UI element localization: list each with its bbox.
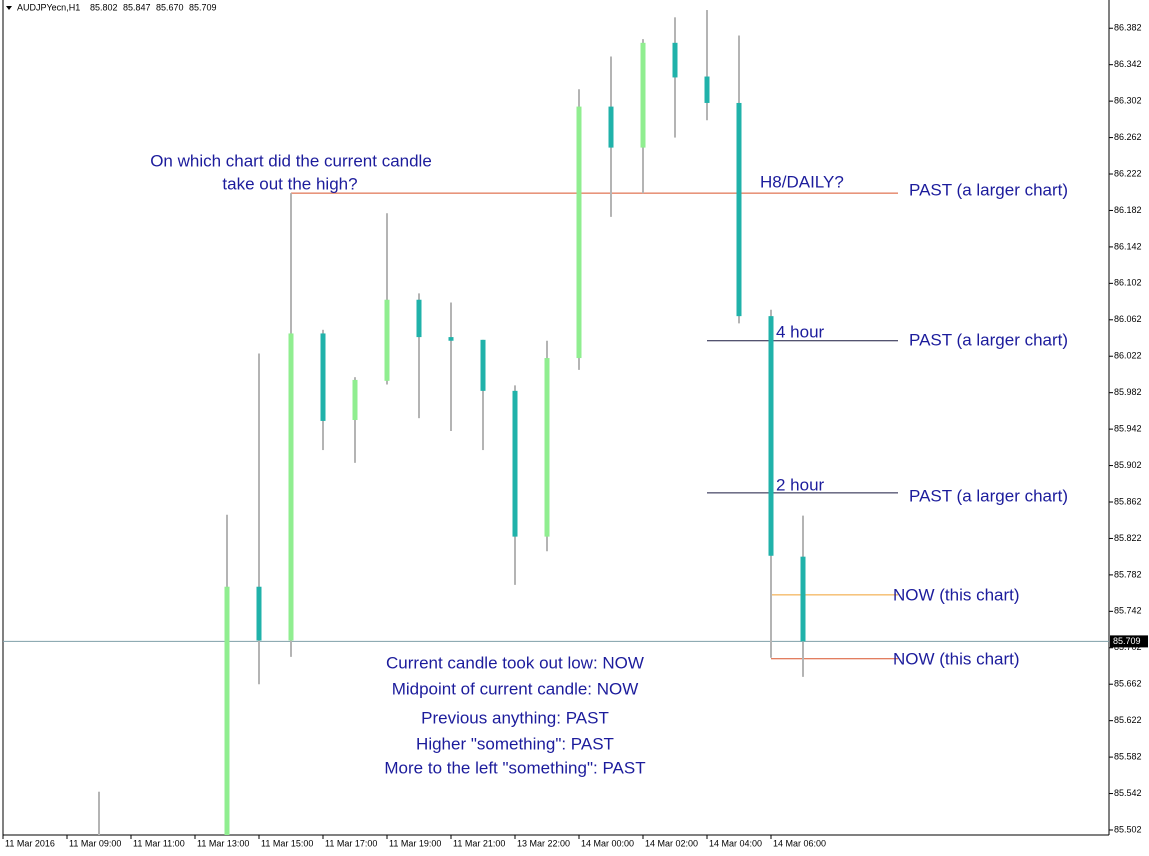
candle-body	[768, 316, 774, 556]
y-tick-label: 85.902	[1114, 460, 1142, 470]
y-tick-label: 85.502	[1114, 824, 1142, 834]
x-tick-label: 11 Mar 09:00	[69, 838, 121, 848]
y-tick-label: 85.742	[1114, 606, 1142, 616]
symbol: AUDJPYecn,H1	[17, 2, 80, 12]
y-tick-label: 86.182	[1114, 205, 1142, 215]
y-tick-label: 86.382	[1114, 23, 1142, 33]
candle-body	[288, 333, 294, 641]
current-price-label: 85.709	[1113, 636, 1141, 646]
candle-body	[384, 299, 390, 381]
annotation: 2 hour	[776, 475, 825, 494]
y-tick-label: 85.622	[1114, 715, 1142, 725]
header-value: 85.802	[90, 2, 118, 12]
annotation: More to the left "something": PAST	[384, 758, 645, 777]
x-tick-label: 13 Mar 22:00	[517, 838, 570, 848]
x-tick-label: 14 Mar 02:00	[645, 838, 698, 848]
y-tick-label: 85.582	[1114, 751, 1142, 761]
x-tick-label: 11 Mar 21:00	[453, 838, 505, 848]
candle-body	[224, 586, 230, 835]
candle-body	[352, 379, 358, 421]
candle-body	[320, 333, 326, 421]
candle-body	[416, 299, 422, 338]
annotation: 4 hour	[776, 322, 825, 341]
y-tick-label: 86.302	[1114, 96, 1142, 106]
x-tick-label: 11 Mar 15:00	[261, 838, 313, 848]
annotation: PAST (a larger chart)	[909, 486, 1068, 505]
annotation: NOW (this chart)	[893, 649, 1020, 668]
candle-body	[480, 339, 486, 391]
candle-body	[608, 106, 614, 148]
y-tick-label: 85.862	[1114, 496, 1142, 506]
current-price-box	[1110, 635, 1148, 648]
x-tick-label: 11 Mar 19:00	[389, 838, 441, 848]
annotation: On which chart did the current candle	[150, 151, 432, 170]
y-tick-label: 86.062	[1114, 314, 1142, 324]
annotation: H8/DAILY?	[760, 172, 844, 191]
y-tick-label: 85.662	[1114, 679, 1142, 689]
candle-body	[512, 390, 518, 537]
x-tick-label: 11 Mar 13:00	[197, 838, 249, 848]
y-tick-label: 86.142	[1114, 241, 1142, 251]
y-tick-label: 85.982	[1114, 387, 1142, 397]
x-tick-label: 14 Mar 06:00	[773, 838, 826, 848]
candle-body	[256, 586, 262, 641]
candle-body	[672, 42, 678, 78]
y-tick-label: 86.222	[1114, 168, 1142, 178]
annotation: Current candle took out low: NOW	[386, 653, 644, 672]
x-tick-label: 11 Mar 11:00	[133, 838, 185, 848]
candle-body	[736, 102, 742, 317]
y-tick-label: 86.022	[1114, 351, 1142, 361]
y-tick-label: 85.942	[1114, 423, 1142, 433]
header-value: 85.709	[189, 2, 217, 12]
y-tick-label: 86.262	[1114, 132, 1142, 142]
header-value: 85.670	[156, 2, 184, 12]
x-tick-label: 11 Mar 17:00	[325, 838, 377, 848]
header-arrow	[6, 6, 12, 10]
y-tick-label: 85.782	[1114, 569, 1142, 579]
annotation: PAST (a larger chart)	[909, 180, 1068, 199]
y-tick-label: 85.822	[1114, 533, 1142, 543]
y-tick-label: 86.102	[1114, 278, 1142, 288]
y-tick-label: 86.342	[1114, 59, 1142, 69]
candle-body	[576, 106, 582, 359]
candle-body	[544, 358, 550, 537]
plot-area	[3, 10, 1109, 835]
candle-body	[800, 556, 806, 642]
annotation: Previous anything: PAST	[421, 708, 609, 727]
x-tick-label: 14 Mar 04:00	[709, 838, 762, 848]
header-value: 85.847	[123, 2, 151, 12]
x-tick-label: 11 Mar 2016	[5, 838, 55, 848]
annotation: Higher "something": PAST	[416, 734, 614, 753]
annotation: NOW (this chart)	[893, 585, 1020, 604]
annotation: take out the high?	[222, 174, 357, 193]
candle-body	[448, 337, 454, 341]
annotation: Midpoint of current candle: NOW	[392, 679, 639, 698]
candle-body	[704, 76, 710, 103]
x-tick-label: 14 Mar 00:00	[581, 838, 634, 848]
candle-body	[640, 42, 646, 148]
annotation: PAST (a larger chart)	[909, 330, 1068, 349]
y-tick-label: 85.542	[1114, 788, 1142, 798]
